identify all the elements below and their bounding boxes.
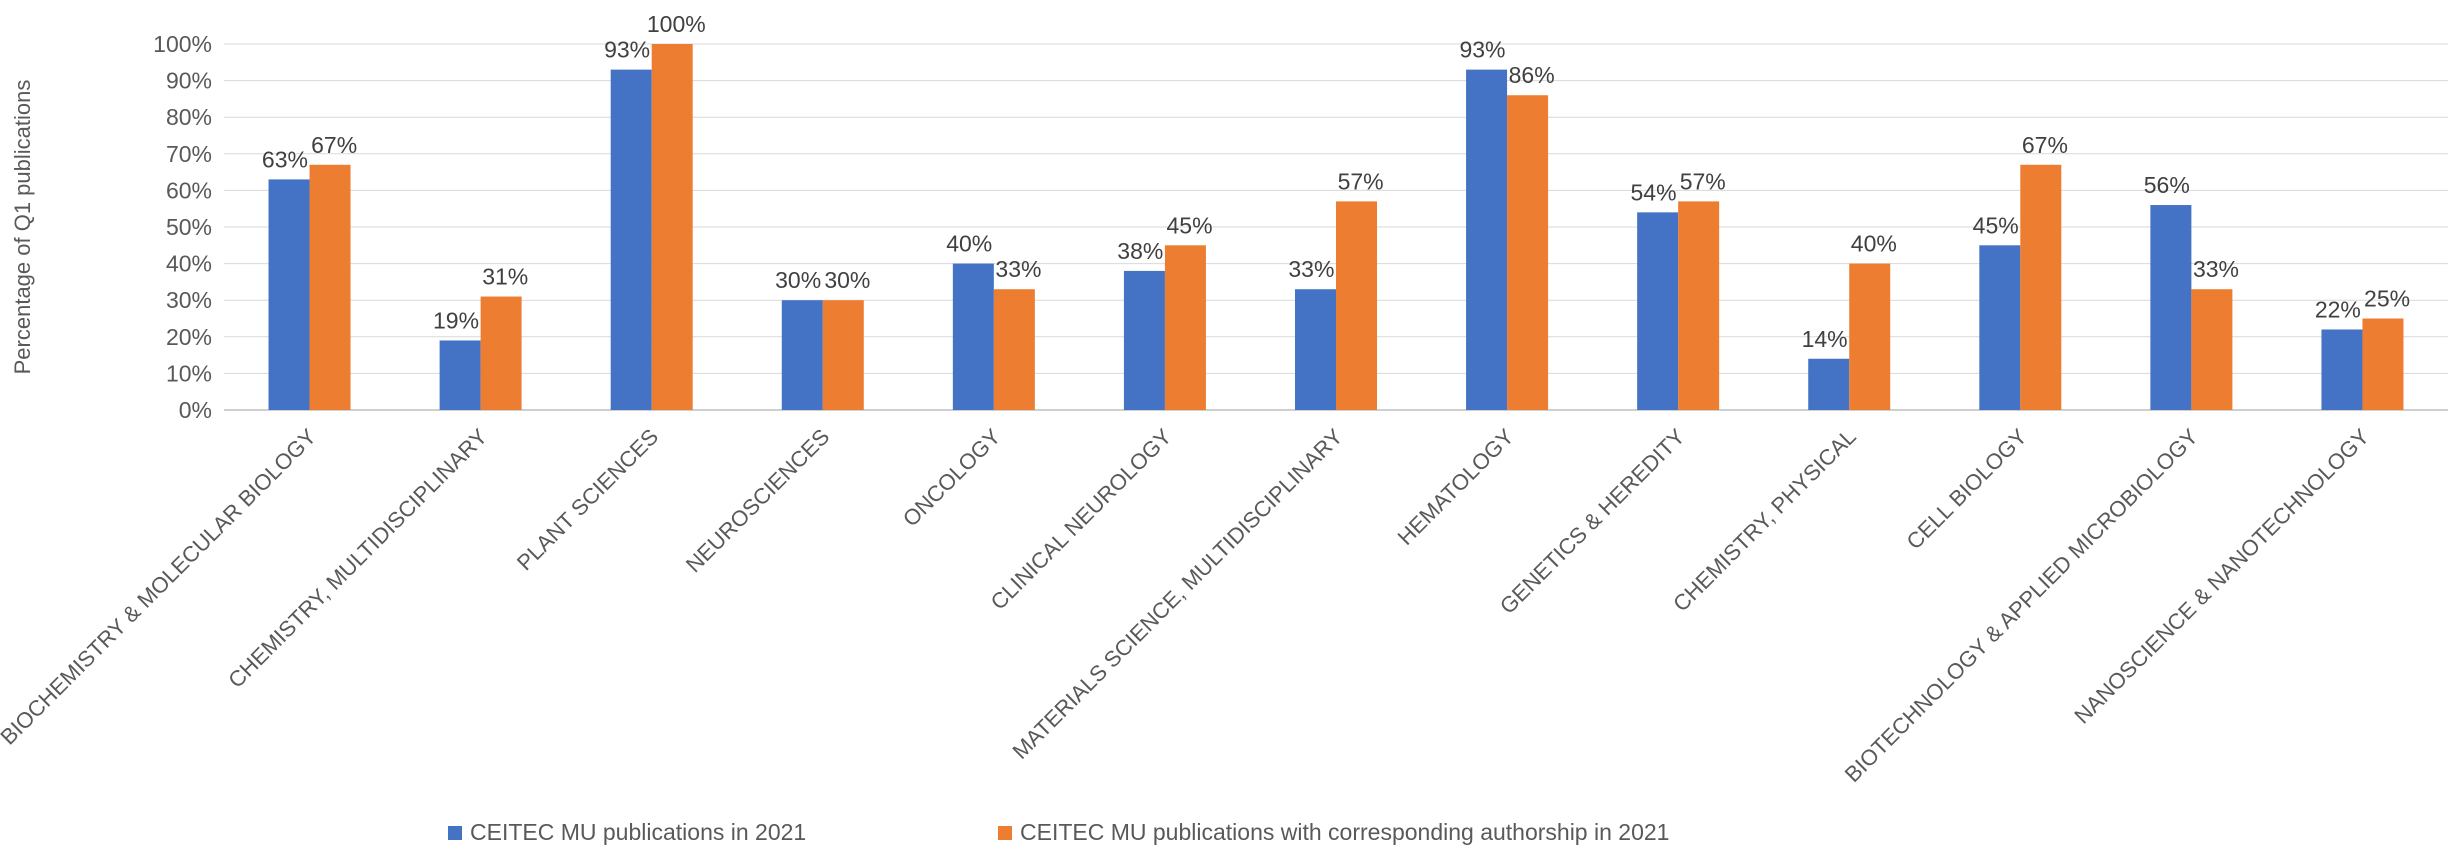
x-tick-label: CELL BIOLOGY — [1901, 424, 2032, 555]
x-tick-label: GENETICS & HEREDITY — [1495, 424, 1690, 619]
y-tick-label: 10% — [166, 360, 212, 386]
data-label: 54% — [1631, 179, 1677, 205]
legend: CEITEC MU publications in 2021 CEITEC MU … — [448, 819, 1669, 845]
bar — [610, 69, 652, 411]
data-label: 25% — [2364, 286, 2410, 312]
bar — [1295, 289, 1336, 410]
bar — [2020, 164, 2062, 410]
bar-layer — [268, 44, 2404, 411]
bar — [651, 44, 693, 410]
y-tick-label: 60% — [166, 177, 212, 203]
bar — [1637, 212, 1679, 410]
y-tick-label: 50% — [166, 214, 212, 240]
data-label: 22% — [2315, 296, 2361, 322]
bar — [993, 289, 1035, 410]
bar — [1849, 263, 1891, 410]
data-label: 31% — [482, 264, 528, 290]
data-label: 93% — [604, 37, 650, 63]
data-label: 45% — [1973, 212, 2019, 238]
y-tick-label: 40% — [166, 251, 212, 277]
data-label: 67% — [2022, 132, 2068, 158]
bar — [1164, 245, 1206, 410]
y-tick-label: 90% — [166, 68, 212, 94]
bar — [1808, 358, 1850, 410]
bar — [1336, 201, 1377, 410]
bar — [952, 263, 994, 410]
bar — [1123, 270, 1165, 410]
data-label: 33% — [1288, 256, 1334, 282]
bar — [781, 300, 823, 410]
y-tick-label: 30% — [166, 287, 212, 313]
x-tick-label: CLINICAL NEUROLOGY — [986, 424, 1177, 615]
x-tick-label: PLANT SCIENCES — [512, 424, 663, 575]
data-label: 33% — [995, 256, 1041, 282]
data-label: 30% — [775, 267, 821, 293]
data-label: 56% — [2144, 172, 2190, 198]
bar — [2321, 329, 2363, 410]
y-tick-label: 100% — [153, 31, 212, 57]
data-label: 33% — [2193, 256, 2239, 282]
y-tick-label: 70% — [166, 141, 212, 167]
bar — [822, 300, 864, 410]
x-tick-label: NANOSCIENCE & NANOTECHNOLOGY — [2069, 424, 2374, 729]
data-label-layer: 63%67%19%31%93%100%30% 30%40%33%38%45%33%… — [262, 11, 2410, 352]
bar — [1678, 201, 1720, 410]
bar — [2150, 205, 2192, 410]
x-tick-label: HEMATOLOGY — [1393, 424, 1519, 550]
data-label: 67% — [311, 132, 357, 158]
legend-swatch — [448, 826, 462, 840]
data-label: 40% — [1851, 231, 1897, 257]
y-tick-label: 20% — [166, 324, 212, 350]
data-label: 19% — [433, 307, 479, 333]
bar — [2191, 289, 2233, 410]
bar — [2362, 318, 2404, 410]
data-label: 30% — [824, 267, 870, 293]
x-tick-label: NEUROSCIENCES — [681, 424, 834, 577]
x-tick-label: BIOCHEMISTRY & MOLECULAR BIOLOGY — [0, 424, 321, 750]
data-label: 63% — [262, 146, 308, 172]
bar — [1466, 69, 1508, 411]
x-tick-label: CHEMISTRY, PHYSICAL — [1668, 424, 1861, 617]
x-tick-label: MATERIALS SCIENCE, MULTIDISCIPLINARY — [1007, 424, 1347, 764]
data-label: 40% — [946, 231, 992, 257]
bar — [309, 164, 351, 410]
legend-swatch — [998, 826, 1012, 840]
bar — [439, 340, 481, 410]
data-label: 57% — [1338, 168, 1384, 194]
legend-label: CEITEC MU publications with correspondin… — [1020, 819, 1669, 845]
data-label: 86% — [1509, 62, 1555, 88]
data-label: 100% — [647, 11, 706, 37]
bar — [1979, 245, 2021, 410]
y-axis-title: Percentage of Q1 publications — [10, 80, 35, 375]
bar — [1507, 95, 1549, 411]
x-tick-label: BIOTECHNOLOGY & APPLIED MICROBIOLOGY — [1840, 424, 2203, 787]
y-tick-label: 80% — [166, 104, 212, 130]
data-label: 45% — [1166, 212, 1212, 238]
data-label: 93% — [1459, 37, 1505, 63]
data-label: 14% — [1802, 326, 1848, 352]
bar — [480, 296, 522, 410]
y-tick-label: 0% — [179, 397, 212, 423]
data-label: 38% — [1117, 238, 1163, 264]
x-tick-label: ONCOLOGY — [898, 424, 1006, 532]
legend-label: CEITEC MU publications in 2021 — [470, 819, 806, 845]
bar — [268, 179, 310, 410]
data-label: 57% — [1680, 168, 1726, 194]
